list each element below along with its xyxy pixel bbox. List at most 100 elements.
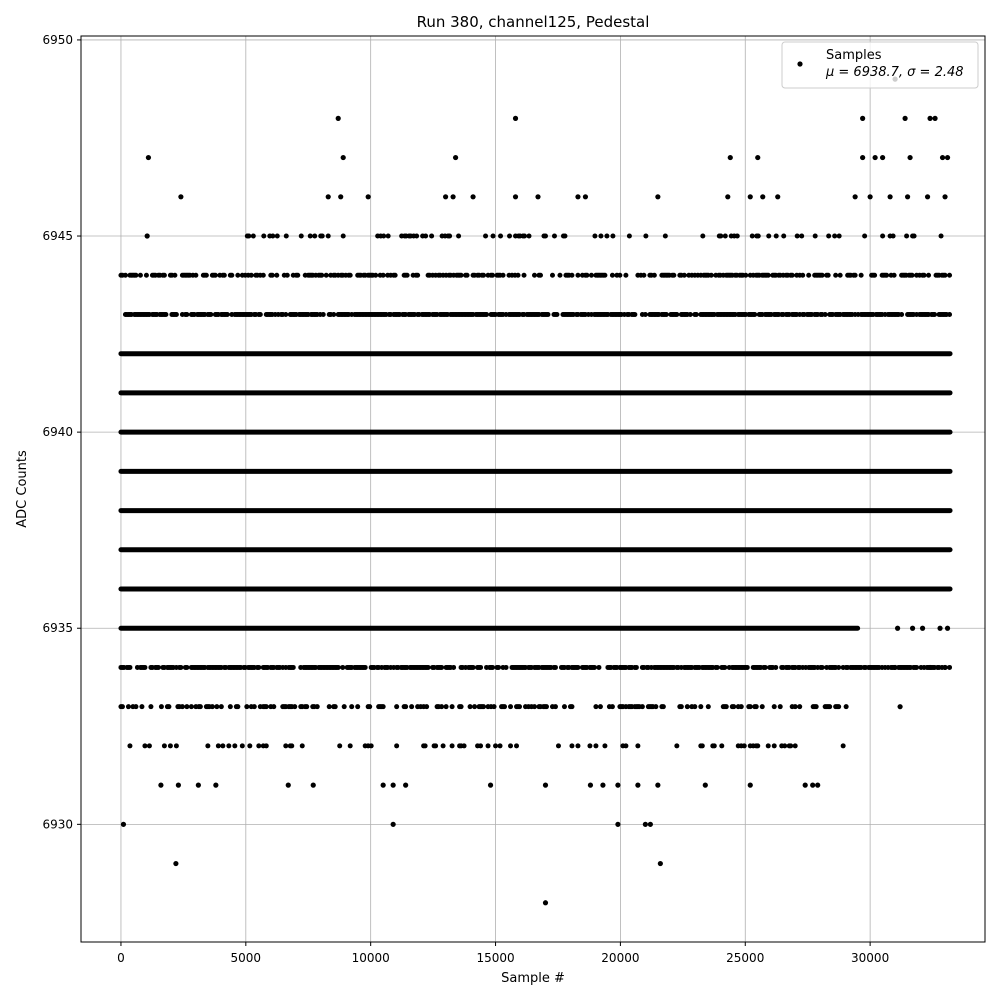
sample-point xyxy=(490,664,496,670)
sample-point xyxy=(481,272,487,278)
y-tick-label: 6930 xyxy=(42,817,73,831)
sample-point xyxy=(167,743,173,749)
sample-point xyxy=(674,311,680,317)
sample-point xyxy=(212,272,218,278)
x-tick-label: 25000 xyxy=(726,951,764,965)
sample-point xyxy=(766,233,772,239)
sample-point xyxy=(470,664,476,670)
sample-point xyxy=(554,311,560,317)
sample-point xyxy=(662,233,668,239)
sample-point xyxy=(755,743,761,749)
x-tick-label: 5000 xyxy=(231,951,262,965)
sample-point xyxy=(884,272,890,278)
sample-point xyxy=(947,272,953,278)
sample-point xyxy=(926,272,932,278)
sample-point xyxy=(698,704,704,710)
sample-point xyxy=(813,704,819,710)
sample-point xyxy=(947,664,953,670)
sample-point xyxy=(340,664,346,670)
sample-point xyxy=(349,704,355,710)
sample-point xyxy=(575,664,581,670)
sample-point xyxy=(235,704,241,710)
sample-point xyxy=(880,154,886,161)
axis-ticks: 0 5000 10000 15000 20000 25000 30000 6930 6935 69… xyxy=(42,33,889,965)
sample-point xyxy=(251,704,257,710)
sample-point xyxy=(456,233,462,239)
sample-point xyxy=(641,272,647,278)
sample-point xyxy=(341,704,347,710)
sample-point xyxy=(502,704,508,710)
sample-point xyxy=(651,272,657,278)
sample-point xyxy=(747,704,753,710)
sample-point xyxy=(314,704,320,710)
sample-point xyxy=(195,782,201,788)
sample-point xyxy=(542,233,548,239)
sample-point xyxy=(184,704,190,710)
sample-point xyxy=(380,272,386,278)
sample-point xyxy=(498,233,504,239)
sample-point xyxy=(390,821,396,827)
sample-point xyxy=(250,233,256,239)
sample-point xyxy=(424,704,430,710)
sample-point xyxy=(284,272,290,278)
sample-point xyxy=(218,704,224,710)
sample-point xyxy=(907,154,913,161)
sample-point xyxy=(860,115,866,121)
sample-point xyxy=(812,233,818,239)
sample-point xyxy=(347,743,353,749)
sample-point xyxy=(158,782,164,788)
sample-point xyxy=(203,272,209,278)
sample-point xyxy=(593,704,599,710)
sample-point xyxy=(394,743,400,749)
sample-point xyxy=(800,272,806,278)
sample-point xyxy=(452,154,459,161)
sample-point xyxy=(173,743,179,749)
sample-point xyxy=(298,233,304,239)
sample-point xyxy=(161,272,167,278)
sample-point xyxy=(602,272,608,278)
sample-point xyxy=(561,704,567,710)
sample-point xyxy=(775,194,781,200)
y-tick-label: 6935 xyxy=(42,621,73,635)
sample-point xyxy=(722,664,728,670)
sample-point xyxy=(582,194,589,200)
sample-point xyxy=(562,233,568,239)
sample-point xyxy=(557,272,563,278)
y-tick-label: 6945 xyxy=(42,229,73,243)
legend-label: Samples xyxy=(826,48,882,63)
sample-point xyxy=(747,782,753,788)
sample-point xyxy=(602,743,608,749)
sample-point xyxy=(609,704,615,710)
sample-point xyxy=(797,704,803,710)
sample-point xyxy=(909,625,916,631)
sample-point xyxy=(833,272,839,278)
sample-point xyxy=(904,194,911,200)
sample-point xyxy=(633,664,639,670)
sample-point xyxy=(178,194,184,200)
sample-point xyxy=(867,194,873,200)
sample-point xyxy=(120,821,127,827)
sample-point xyxy=(899,311,905,317)
sample-point xyxy=(512,115,519,121)
sample-point xyxy=(319,272,325,278)
sample-point xyxy=(537,272,543,278)
grid-lines xyxy=(81,36,985,942)
sample-point xyxy=(588,272,594,278)
sample-point xyxy=(208,311,214,317)
sample-point xyxy=(148,704,154,710)
sample-point xyxy=(137,272,143,278)
sample-point xyxy=(852,272,858,278)
sample-point xyxy=(146,743,152,749)
sample-point xyxy=(404,272,410,278)
sample-point xyxy=(909,272,915,278)
sample-point xyxy=(205,743,211,749)
sample-point xyxy=(340,233,346,239)
sample-point xyxy=(639,704,645,710)
sample-point xyxy=(569,704,575,710)
sample-point xyxy=(312,233,318,239)
sample-point xyxy=(439,664,445,670)
sample-point xyxy=(587,743,593,749)
sample-point xyxy=(890,233,896,239)
sample-point xyxy=(155,664,161,670)
